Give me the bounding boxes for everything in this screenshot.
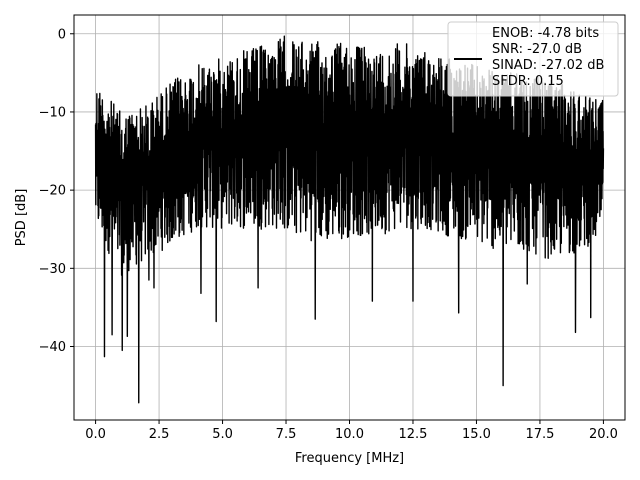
y-tick-label: 0 xyxy=(58,27,66,42)
x-tick-label: 20.0 xyxy=(589,427,618,442)
psd-series-line xyxy=(94,35,605,404)
x-tick-label: 12.5 xyxy=(399,427,428,442)
legend-entry: SNR: -27.0 dB xyxy=(492,42,582,57)
y-tick-label: −10 xyxy=(39,105,66,120)
y-tick-label: −20 xyxy=(39,184,66,199)
legend-box xyxy=(447,21,619,97)
x-axis-label: Frequency [MHz] xyxy=(295,451,404,466)
y-axis-label: PSD [dB] xyxy=(14,189,29,247)
y-tick-label: −40 xyxy=(39,340,66,355)
y-axis-ticks: 0 −10 −20 −30 −40 xyxy=(39,27,74,355)
legend-entry: SFDR: 0.15 xyxy=(492,74,564,89)
x-tick-label: 0.0 xyxy=(85,427,106,442)
x-axis-ticks: 0.0 2.5 5.0 7.5 10.0 12.5 15.0 17.5 20.0 xyxy=(85,420,618,442)
x-tick-label: 15.0 xyxy=(462,427,491,442)
x-tick-label: 5.0 xyxy=(212,427,233,442)
plot-area xyxy=(94,35,605,404)
legend-entry: SINAD: -27.02 dB xyxy=(492,58,604,73)
legend-entry: ENOB: -4.78 bits xyxy=(492,26,599,41)
x-tick-label: 10.0 xyxy=(335,427,364,442)
x-tick-label: 7.5 xyxy=(276,427,297,442)
x-tick-label: 2.5 xyxy=(149,427,170,442)
y-tick-label: −30 xyxy=(39,262,66,277)
x-tick-label: 17.5 xyxy=(525,427,554,442)
series-layer xyxy=(94,35,605,404)
